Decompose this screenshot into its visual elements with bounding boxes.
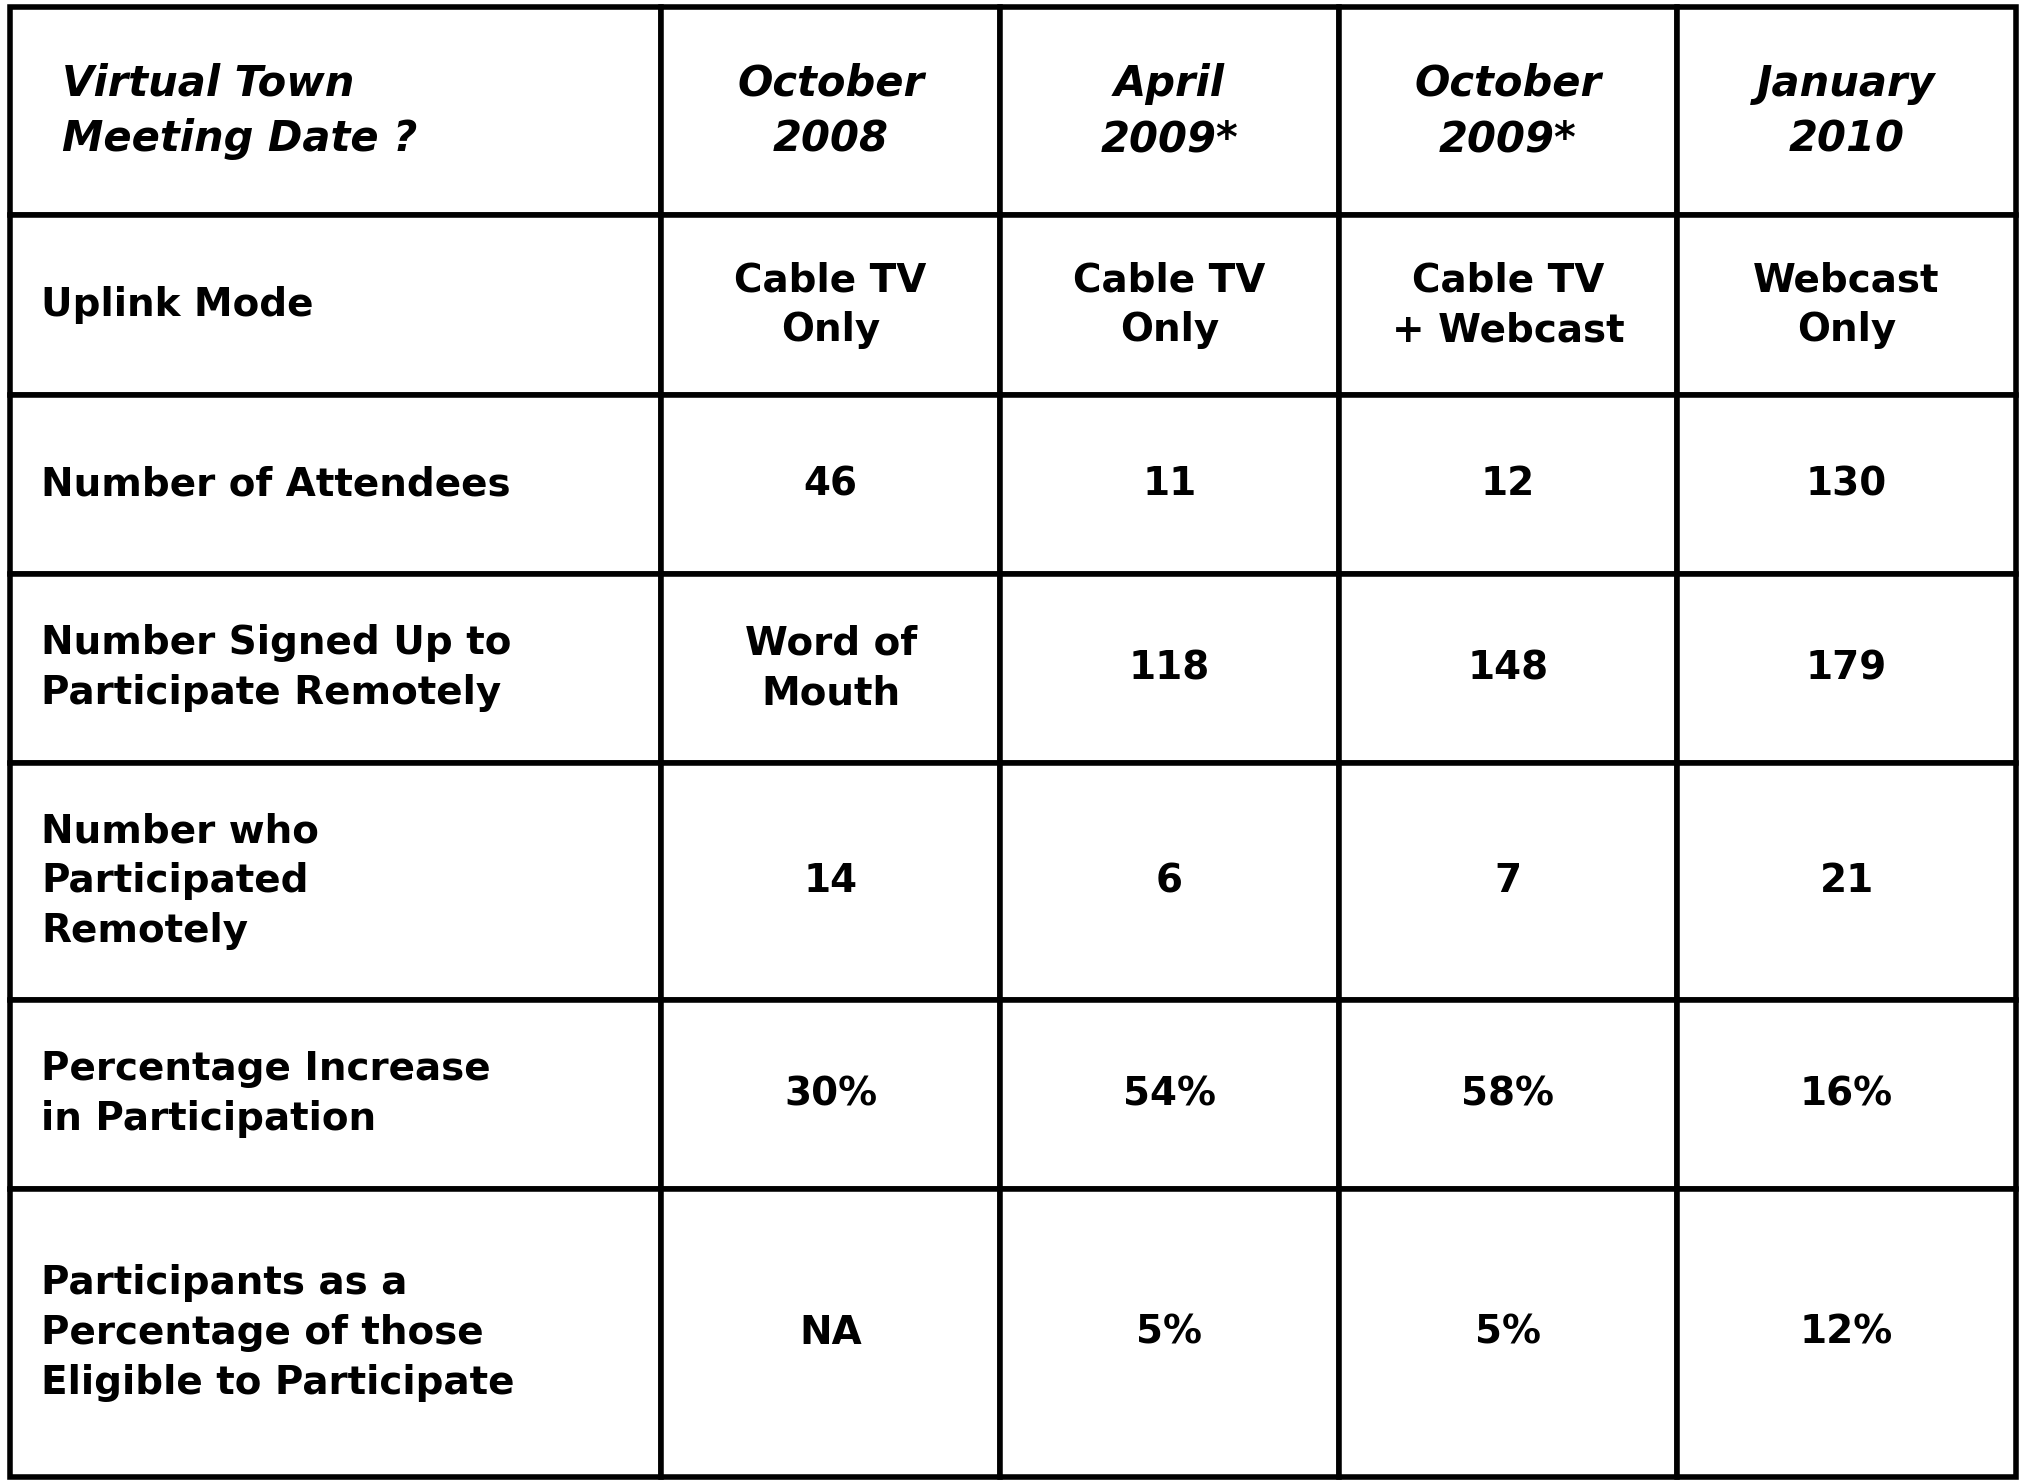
Text: 30%: 30%: [784, 1074, 877, 1113]
Bar: [1678, 574, 2016, 763]
Text: 14: 14: [804, 862, 857, 901]
Bar: [1339, 395, 1678, 574]
Text: October
2009*: October 2009*: [1414, 62, 1601, 160]
Text: 12: 12: [1481, 466, 1536, 503]
Bar: [1001, 215, 1339, 395]
Bar: [1339, 1189, 1678, 1477]
Bar: [10, 395, 660, 574]
Text: October
2008: October 2008: [737, 62, 924, 160]
Text: 16%: 16%: [1799, 1074, 1892, 1113]
Bar: [1678, 395, 2016, 574]
Bar: [1001, 395, 1339, 574]
Text: 148: 148: [1467, 650, 1548, 687]
Text: 5%: 5%: [1137, 1313, 1201, 1352]
Bar: [10, 1000, 660, 1189]
Bar: [1001, 1000, 1339, 1189]
Bar: [660, 763, 1001, 1000]
Bar: [1001, 1189, 1339, 1477]
Bar: [10, 763, 660, 1000]
Bar: [10, 1189, 660, 1477]
Bar: [1339, 1000, 1678, 1189]
Bar: [660, 574, 1001, 763]
Text: Word of
Mouth: Word of Mouth: [746, 625, 916, 712]
Bar: [1001, 763, 1339, 1000]
Bar: [1678, 763, 2016, 1000]
Text: 12%: 12%: [1799, 1313, 1892, 1352]
Bar: [1339, 7, 1678, 215]
Text: Percentage Increase
in Participation: Percentage Increase in Participation: [41, 1051, 490, 1138]
Bar: [10, 7, 660, 215]
Text: Webcast
Only: Webcast Only: [1752, 261, 1939, 349]
Text: Cable TV
Only: Cable TV Only: [1074, 261, 1266, 349]
Bar: [1339, 763, 1678, 1000]
Bar: [660, 395, 1001, 574]
Text: Number who
Participated
Remotely: Number who Participated Remotely: [41, 812, 320, 950]
Bar: [1001, 574, 1339, 763]
Text: 11: 11: [1143, 466, 1197, 503]
Bar: [1678, 7, 2016, 215]
Bar: [1001, 7, 1339, 215]
Bar: [10, 215, 660, 395]
Bar: [1678, 1189, 2016, 1477]
Text: 58%: 58%: [1461, 1074, 1554, 1113]
Bar: [1678, 1000, 2016, 1189]
Text: Uplink Mode: Uplink Mode: [41, 286, 314, 324]
Bar: [660, 7, 1001, 215]
Text: 46: 46: [804, 466, 857, 503]
Bar: [660, 215, 1001, 395]
Text: January
2010: January 2010: [1757, 62, 1937, 160]
Text: Number of Attendees: Number of Attendees: [41, 466, 511, 503]
Text: 179: 179: [1805, 650, 1886, 687]
Text: 130: 130: [1805, 466, 1886, 503]
Text: 6: 6: [1155, 862, 1183, 901]
Text: 54%: 54%: [1122, 1074, 1216, 1113]
Bar: [1339, 574, 1678, 763]
Text: 118: 118: [1128, 650, 1210, 687]
Text: Virtual Town
Meeting Date ?: Virtual Town Meeting Date ?: [63, 62, 417, 160]
Bar: [1678, 215, 2016, 395]
Bar: [1339, 215, 1678, 395]
Text: Participants as a
Percentage of those
Eligible to Participate: Participants as a Percentage of those El…: [41, 1263, 515, 1401]
Text: 5%: 5%: [1475, 1313, 1542, 1352]
Bar: [660, 1000, 1001, 1189]
Text: Cable TV
+ Webcast: Cable TV + Webcast: [1392, 261, 1625, 349]
Text: 7: 7: [1495, 862, 1522, 901]
Text: Number Signed Up to
Participate Remotely: Number Signed Up to Participate Remotely: [41, 625, 513, 712]
Text: Cable TV
Only: Cable TV Only: [735, 261, 926, 349]
Text: 21: 21: [1819, 862, 1874, 901]
Text: April
2009*: April 2009*: [1100, 62, 1238, 160]
Bar: [660, 1189, 1001, 1477]
Text: NA: NA: [800, 1313, 861, 1352]
Bar: [10, 574, 660, 763]
